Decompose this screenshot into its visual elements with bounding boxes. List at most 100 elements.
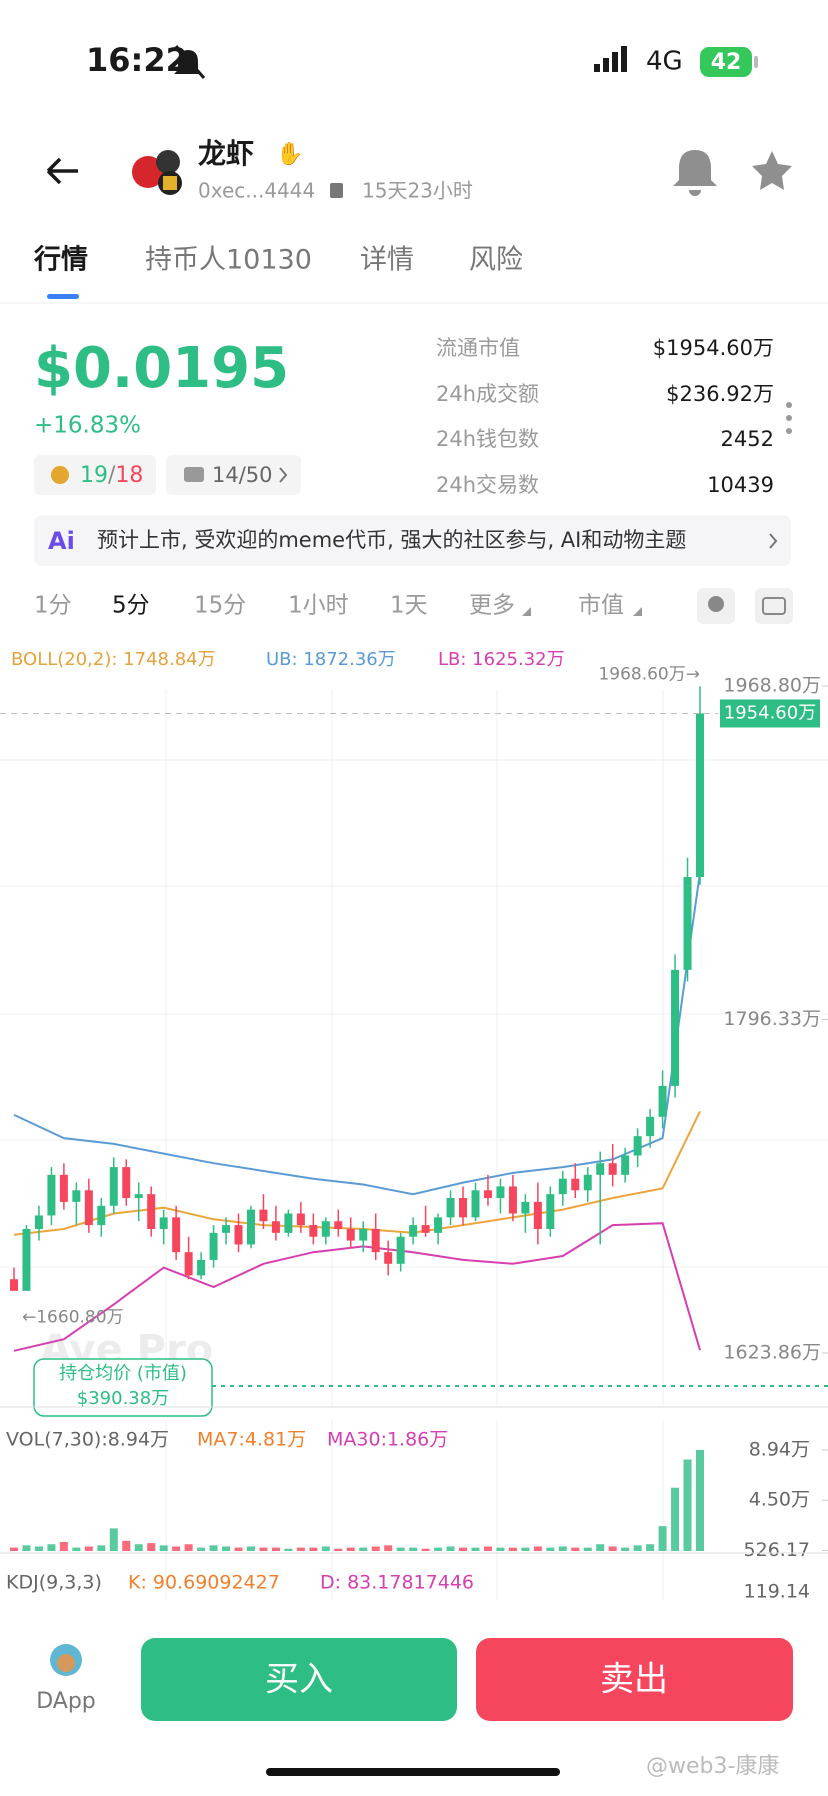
back-button[interactable] bbox=[46, 157, 78, 185]
volume-bar bbox=[384, 1545, 393, 1551]
status-time: 16:22 bbox=[86, 41, 188, 79]
volume-bar bbox=[671, 1487, 680, 1551]
last-price-label: 1954.60万 bbox=[724, 702, 816, 723]
ma30-label: MA30:1.86万 bbox=[327, 1429, 448, 1451]
high-label: 1968.60万→ bbox=[598, 664, 700, 684]
mute-icon bbox=[174, 45, 206, 79]
candle-body bbox=[409, 1225, 418, 1237]
settings-button[interactable] bbox=[755, 588, 793, 624]
volume-bar bbox=[696, 1450, 704, 1551]
band-line bbox=[13, 872, 701, 1196]
candle-body bbox=[334, 1221, 343, 1229]
volume-bar bbox=[508, 1547, 517, 1551]
vol-label: VOL(7,30):8.94万 bbox=[6, 1429, 169, 1451]
candle-body bbox=[696, 713, 704, 878]
volume-bar bbox=[583, 1547, 592, 1551]
candle-body bbox=[533, 1201, 542, 1229]
timeframe[interactable]: 15分 bbox=[194, 593, 246, 619]
sell-button[interactable] bbox=[476, 1638, 793, 1721]
lb-label: LB: 1625.32万 bbox=[438, 649, 565, 670]
candle-body bbox=[521, 1201, 530, 1214]
tag-icon bbox=[184, 467, 204, 482]
candle-body bbox=[646, 1116, 655, 1137]
candle-body bbox=[446, 1198, 455, 1218]
volume-bar bbox=[184, 1544, 193, 1551]
price-change: +16.83% bbox=[34, 413, 141, 439]
volume-bar bbox=[608, 1546, 617, 1551]
candle-body bbox=[496, 1186, 505, 1199]
volume-bar bbox=[409, 1547, 418, 1551]
stat-label: 24h交易数 bbox=[436, 473, 539, 497]
volume-bar bbox=[109, 1528, 118, 1551]
volume-bar bbox=[234, 1547, 243, 1551]
candle-body bbox=[421, 1225, 430, 1233]
candle-body bbox=[271, 1221, 280, 1233]
tab-active[interactable]: 行情 bbox=[33, 244, 88, 276]
y-tick-label: 1968.80万 bbox=[723, 675, 821, 697]
ratio-a: 19 bbox=[80, 463, 108, 488]
volume-bar bbox=[434, 1547, 443, 1551]
candle-body bbox=[608, 1163, 617, 1175]
buy-label[interactable]: 买入 bbox=[265, 1660, 333, 1700]
volume-bar bbox=[633, 1545, 642, 1551]
favorite-button[interactable] bbox=[752, 151, 792, 190]
candle-body bbox=[122, 1167, 131, 1199]
volume-bar bbox=[34, 1546, 43, 1551]
candle-body bbox=[97, 1205, 106, 1226]
ratio-sep: / bbox=[108, 463, 116, 488]
tab[interactable]: 持币人10130 bbox=[145, 245, 312, 276]
candle-body bbox=[658, 1085, 667, 1117]
network: 4G bbox=[646, 47, 683, 77]
volume-bar bbox=[47, 1544, 56, 1551]
tab[interactable]: 风险 bbox=[469, 245, 523, 276]
volume-bar bbox=[309, 1547, 318, 1551]
copy-icon[interactable] bbox=[330, 183, 343, 198]
chevron bbox=[279, 467, 288, 483]
buy-button[interactable] bbox=[141, 1638, 457, 1721]
battery-tip bbox=[754, 56, 758, 68]
sell-label[interactable]: 卖出 bbox=[600, 1660, 668, 1700]
volume-bar bbox=[22, 1545, 31, 1551]
candle-body bbox=[259, 1209, 268, 1222]
home-indicator bbox=[266, 1768, 560, 1776]
volume-bar bbox=[521, 1547, 530, 1551]
candle-body bbox=[683, 877, 692, 970]
candle-body bbox=[546, 1194, 555, 1229]
low-label: ←1660.80万 bbox=[22, 1308, 124, 1328]
candle-body bbox=[10, 1279, 18, 1291]
candle-body bbox=[558, 1178, 567, 1195]
timeframe-more[interactable]: 更多 bbox=[469, 593, 515, 619]
candle-body bbox=[309, 1225, 318, 1237]
candle-body bbox=[47, 1174, 56, 1216]
ai-icon: Ai bbox=[48, 527, 75, 555]
volume-bar bbox=[209, 1545, 218, 1551]
tab[interactable]: 详情 bbox=[360, 245, 414, 276]
volume-bar bbox=[471, 1547, 480, 1551]
kdj-axis-label: 119.14 bbox=[744, 1581, 810, 1603]
dapp-label[interactable]: DApp bbox=[36, 1689, 96, 1714]
volume-bar bbox=[259, 1547, 268, 1551]
chart-mode[interactable]: 市值 bbox=[578, 593, 624, 619]
timeframe[interactable]: 1分 bbox=[34, 593, 72, 619]
stat-value: $236.92万 bbox=[666, 382, 774, 406]
ai-summary: 预计上市, 受欢迎的meme代币, 强大的社区参与, AI和动物主题 bbox=[97, 528, 686, 552]
candle-body bbox=[34, 1215, 43, 1229]
alert-button[interactable] bbox=[673, 150, 717, 196]
tab-indicator bbox=[47, 294, 79, 299]
signal-icon bbox=[594, 46, 627, 72]
candle-body bbox=[621, 1155, 630, 1175]
more-button[interactable] bbox=[786, 402, 792, 434]
timeframe[interactable]: 1小时 bbox=[288, 593, 349, 619]
tag[interactable] bbox=[166, 455, 301, 495]
timeframe[interactable]: 1天 bbox=[390, 593, 428, 619]
candle-body bbox=[246, 1209, 255, 1245]
price: $0.0195 bbox=[34, 336, 289, 401]
stat-value: 2452 bbox=[721, 427, 774, 451]
candle-body bbox=[197, 1259, 206, 1276]
timeframe-active[interactable]: 5分 bbox=[112, 593, 150, 619]
volume-bar bbox=[321, 1546, 330, 1551]
stat-value: $1954.60万 bbox=[653, 336, 774, 360]
ai-banner[interactable] bbox=[34, 515, 791, 566]
